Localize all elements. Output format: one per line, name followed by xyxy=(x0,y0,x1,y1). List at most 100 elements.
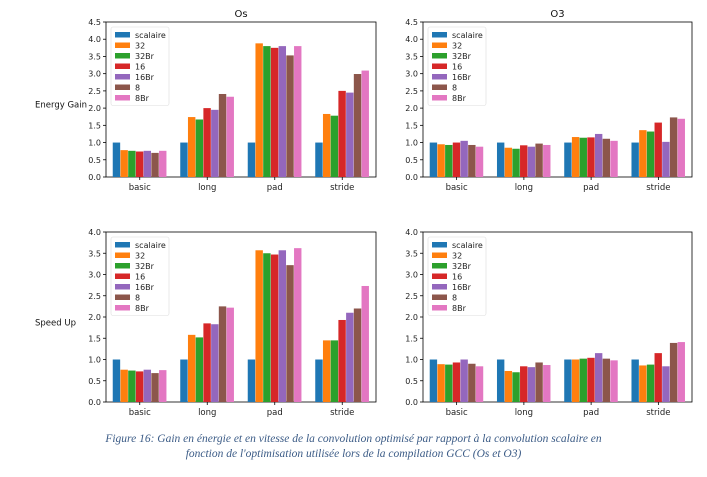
bar-scalaire-pad xyxy=(247,142,256,177)
x-tick-label: basic xyxy=(129,408,151,418)
bar-8Br-long xyxy=(543,144,551,177)
x-tick-label: long xyxy=(198,408,216,418)
y-tick-label: 0.5 xyxy=(88,156,101,165)
bar-8Br-stride xyxy=(677,342,685,402)
bar-16-stride xyxy=(654,353,662,402)
x-tick-label: basic xyxy=(446,408,468,418)
bar-32Br-long xyxy=(512,148,520,177)
legend-swatch-scalaire xyxy=(115,32,130,38)
bar-8-basic xyxy=(151,152,159,177)
y-tick-label: 1.0 xyxy=(405,356,418,365)
bar-scalaire-basic xyxy=(429,142,438,177)
bar-8-basic xyxy=(468,363,476,402)
plot-frame xyxy=(422,21,693,178)
bar-32-long xyxy=(187,334,196,402)
y-tick-label: 1.0 xyxy=(88,139,101,148)
legend-label: 8 xyxy=(452,294,457,303)
legend-swatch-16Br xyxy=(432,284,447,290)
y-tick-label: 3.0 xyxy=(88,70,101,79)
bar-8Br-stride xyxy=(677,118,685,177)
legend-label: 32 xyxy=(135,252,145,261)
legend-swatch-16 xyxy=(115,273,130,279)
bar-32Br-pad xyxy=(579,358,587,402)
legend-label: 16 xyxy=(452,273,462,282)
bar-32Br-long xyxy=(195,337,204,402)
bar-8Br-pad xyxy=(610,360,618,402)
bar-16Br-long xyxy=(527,367,536,402)
bar-32Br-pad xyxy=(579,137,587,177)
bar-32Br-basic xyxy=(445,144,453,177)
legend-swatch-32Br xyxy=(432,53,447,59)
bar-16Br-long xyxy=(527,146,536,177)
bar-8Br-basic xyxy=(159,370,167,402)
bar-32Br-basic xyxy=(128,150,136,177)
y-tick-label: 3.0 xyxy=(405,271,418,280)
bar-8Br-basic xyxy=(475,146,484,177)
legend-label: scalaire xyxy=(135,241,166,250)
y-tick-label: 1.5 xyxy=(88,121,101,130)
bar-16-pad xyxy=(270,47,279,178)
bar-16-long xyxy=(520,366,528,402)
legend-label: 32Br xyxy=(135,262,155,271)
legend-label: 8Br xyxy=(452,94,467,103)
bar-16-stride xyxy=(338,319,346,402)
x-tick-label: pad xyxy=(583,183,599,193)
bar-8Br-long xyxy=(543,365,551,402)
legend-label: scalaire xyxy=(135,31,166,40)
legend-label: 32 xyxy=(452,252,462,261)
legend-label: 16Br xyxy=(452,283,472,292)
legend-swatch-8 xyxy=(115,294,130,300)
y-tick-label: 1.5 xyxy=(405,334,418,343)
bar-scalaire-long xyxy=(496,142,505,177)
bar-16-long xyxy=(203,323,211,402)
caption-line-1: Figure 16: Gain en énergie et en vitesse… xyxy=(105,433,602,445)
legend-swatch-scalaire xyxy=(432,32,447,38)
y-tick-label: 4.0 xyxy=(405,228,418,237)
y-tick-label: 4.0 xyxy=(405,35,418,44)
bar-32-basic xyxy=(437,364,445,402)
bar-32-basic xyxy=(120,369,128,402)
bar-16-basic xyxy=(135,371,144,402)
y-tick-label: 3.0 xyxy=(405,70,418,79)
legend-swatch-8 xyxy=(432,294,447,300)
x-tick-label: basic xyxy=(129,183,151,193)
chart-panel-2: 0.0 0.5 1.0 1.5 2.0 2.5 3.0 3.5 4.0 4.5 O3 basic lon… xyxy=(405,9,693,193)
bar-16-pad xyxy=(587,137,595,177)
legend-label: 32 xyxy=(452,42,462,51)
bar-scalaire-long xyxy=(496,359,505,402)
y-tick-label: 1.5 xyxy=(88,334,101,343)
y-tick-label: 3.5 xyxy=(88,249,101,258)
bar-scalaire-long xyxy=(180,142,188,177)
chart-panel-3: 0.0 0.5 1.0 1.5 2.0 2.5 3.0 3.5 4.0 Speed Up basic… xyxy=(35,228,377,418)
bar-8-basic xyxy=(151,373,159,402)
x-tick-label: stride xyxy=(646,183,670,193)
chart-panel-1: 0.0 0.5 1.0 1.5 2.0 2.5 3.0 3.5 4.0 4.5 Os Energy G… xyxy=(35,9,377,193)
bar-32-pad xyxy=(255,43,263,177)
bar-8-stride xyxy=(669,342,678,402)
bar-8-pad xyxy=(286,55,294,177)
legend-label: 8 xyxy=(135,294,140,303)
bar-32-long xyxy=(504,370,513,402)
y-tick-label: 4.0 xyxy=(88,228,101,237)
bar-8Br-pad xyxy=(294,248,302,402)
y-tick-label: 4.5 xyxy=(405,18,418,27)
bar-32-pad xyxy=(571,359,580,402)
bar-scalaire-basic xyxy=(112,142,121,177)
bar-8-long xyxy=(535,143,543,177)
bar-scalaire-pad xyxy=(564,142,572,177)
bar-16Br-pad xyxy=(278,46,287,177)
legend-label: 32Br xyxy=(452,262,472,271)
bar-8-long xyxy=(535,362,543,402)
legend-swatch-16Br xyxy=(115,74,130,80)
bar-32-pad xyxy=(571,137,580,177)
bar-32Br-pad xyxy=(263,46,271,177)
chart-panel-4: 0.0 0.5 1.0 1.5 2.0 2.5 3.0 3.5 4.0 basic long pad s… xyxy=(405,228,693,418)
y-tick-label: 0.5 xyxy=(405,156,418,165)
bar-16Br-pad xyxy=(594,133,603,177)
bar-8Br-stride xyxy=(361,285,369,402)
bar-scalaire-basic xyxy=(112,359,121,402)
y-tick-label: 0.5 xyxy=(405,377,418,386)
